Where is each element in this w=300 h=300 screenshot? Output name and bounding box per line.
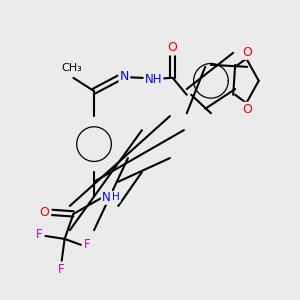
Text: F: F — [36, 228, 42, 241]
Text: F: F — [58, 263, 65, 276]
Text: F: F — [84, 238, 91, 251]
Text: O: O — [39, 206, 49, 219]
Text: O: O — [242, 103, 252, 116]
Text: H: H — [112, 192, 119, 202]
Text: N: N — [120, 70, 129, 83]
Text: NH: NH — [145, 73, 162, 86]
Text: CH₃: CH₃ — [61, 63, 82, 74]
Text: O: O — [242, 46, 252, 59]
Text: O: O — [168, 41, 178, 54]
Text: N: N — [102, 190, 111, 204]
